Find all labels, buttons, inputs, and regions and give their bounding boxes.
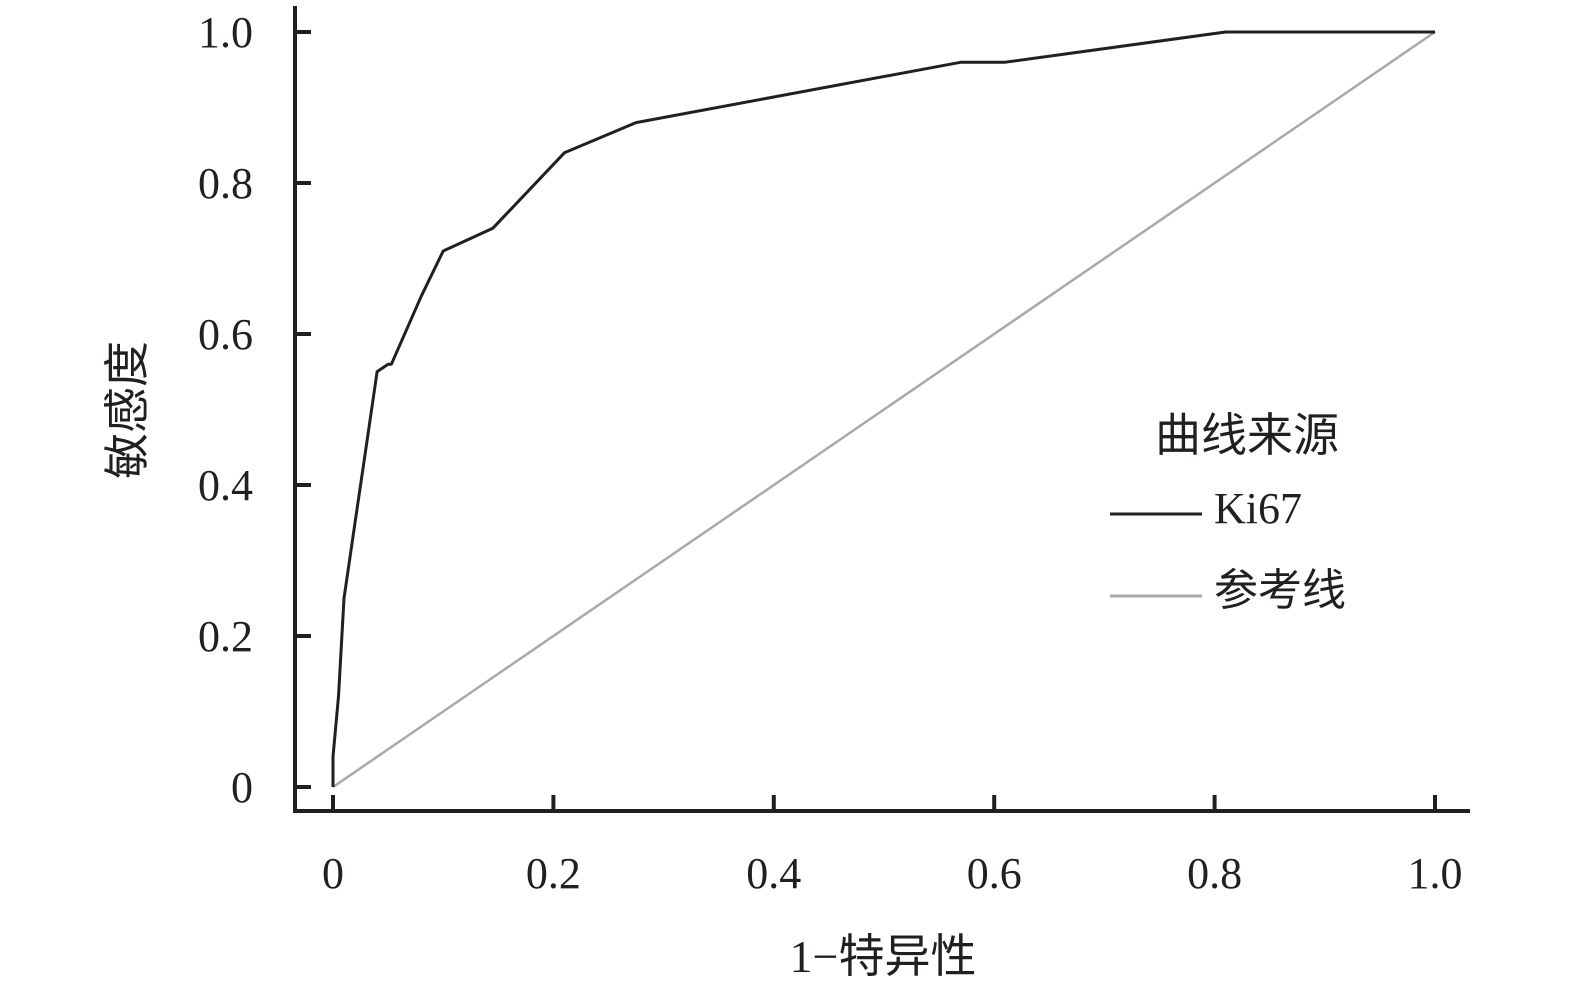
x-tick-label: 0.2 [526, 849, 581, 898]
legend: 曲线来源 Ki67 参考线 [1110, 410, 1346, 615]
y-tick-label: 0.2 [198, 612, 253, 661]
legend-title: 曲线来源 [1155, 410, 1339, 461]
y-axis-title: 敏感度 [102, 341, 153, 479]
x-tick-label: 0.4 [746, 849, 801, 898]
y-tick-label: 0.4 [198, 461, 253, 510]
y-tick-label: 0.6 [198, 310, 253, 359]
x-tick-label: 1.0 [1408, 849, 1463, 898]
y-tick-label: 1.0 [198, 8, 253, 57]
ticks: 0 0.2 0.4 0.6 0.8 1.0 0 0.2 0.4 0.6 0.8 1.0 [198, 8, 1463, 898]
x-tick-label: 0 [322, 849, 344, 898]
series-line-reference [332, 30, 1436, 789]
x-tick-label: 0.6 [967, 849, 1022, 898]
y-tick-label: 0.8 [198, 159, 253, 208]
series-line-ki67 [331, 30, 1435, 787]
axes [293, 6, 1470, 813]
x-axis-title: 1−特异性 [790, 931, 977, 982]
legend-label-reference: 参考线 [1214, 566, 1346, 615]
x-tick-label: 0.8 [1187, 849, 1242, 898]
plot-lines [331, 30, 1436, 789]
legend-label-ki67: Ki67 [1214, 484, 1302, 533]
y-tick-label: 0 [231, 763, 253, 812]
